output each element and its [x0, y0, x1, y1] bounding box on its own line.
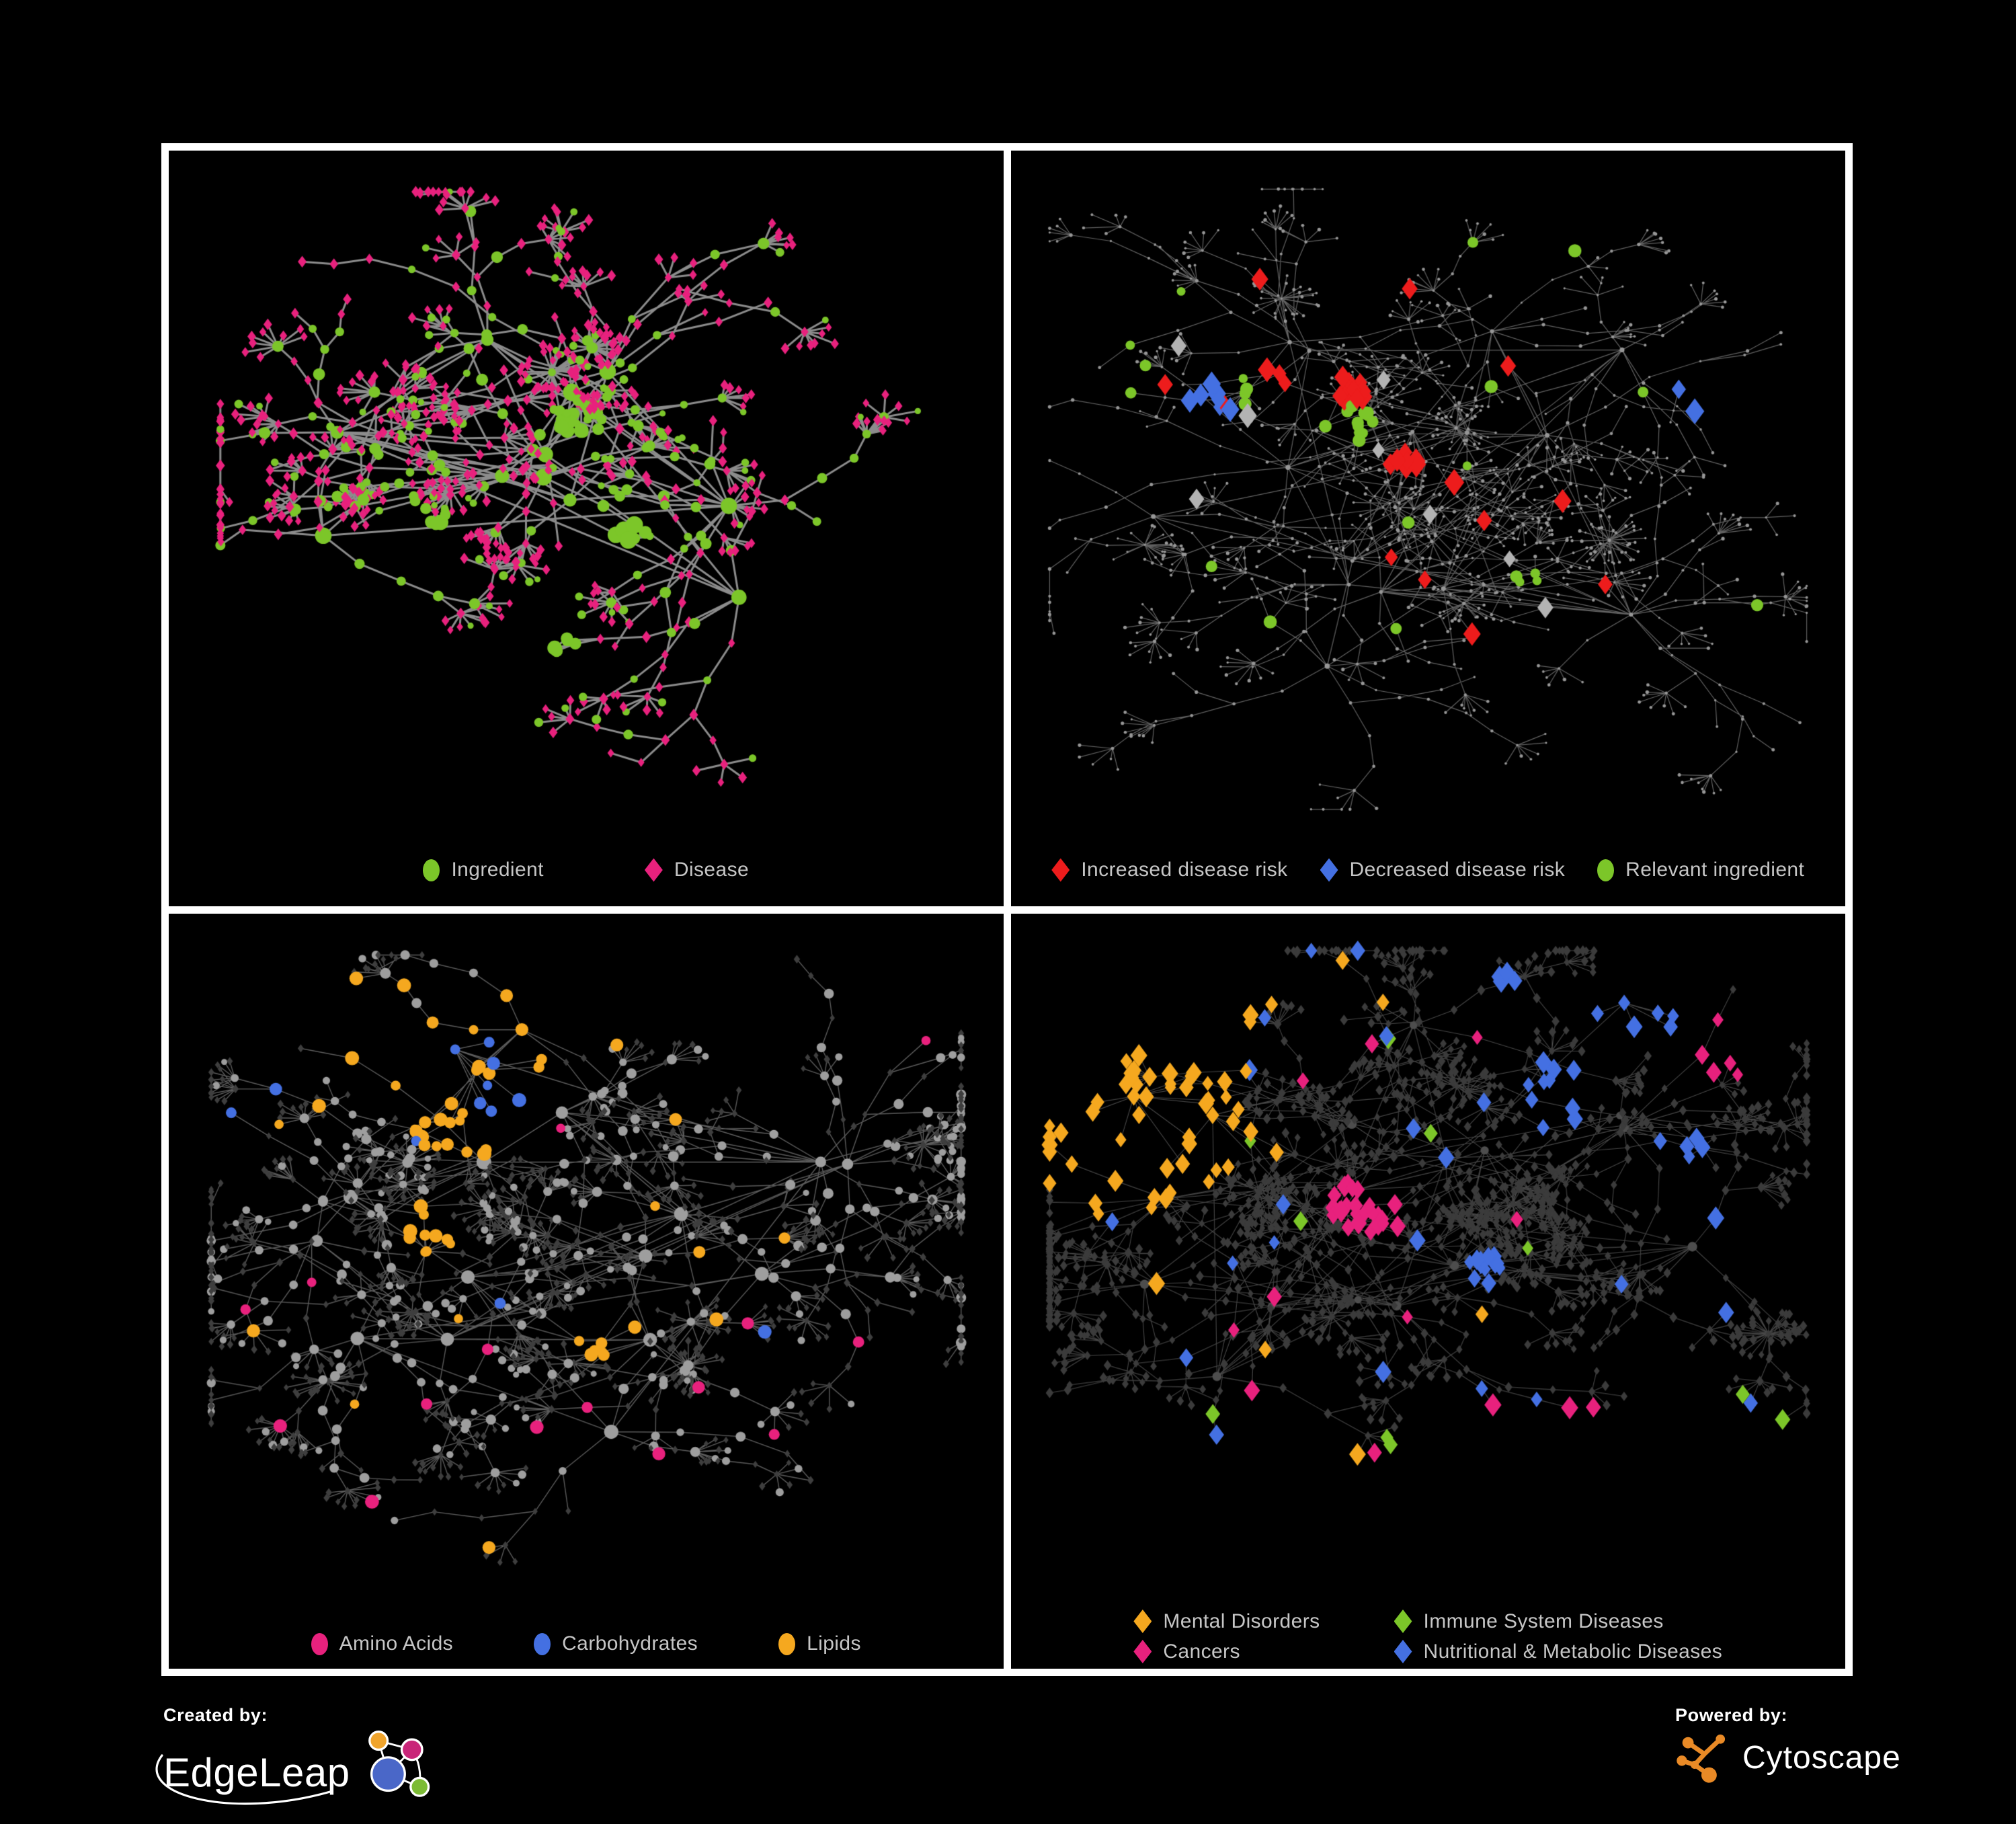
legend-label: Lipids — [807, 1632, 861, 1655]
legend-nutrient-classes: Amino Acids Carbohydrates Lipids — [169, 1632, 1004, 1655]
nutritional-metabolic-diseases-diamond-icon — [1394, 1640, 1412, 1663]
cytoscape-logo: Cytoscape — [1675, 1730, 1901, 1786]
legend-label: Immune System Diseases — [1423, 1610, 1664, 1632]
mental-disorders-diamond-icon — [1133, 1610, 1152, 1633]
legend-item-relevant-ingredient: Relevant ingredient — [1597, 859, 1804, 881]
legend-label: Ingredient — [451, 859, 544, 881]
legend-item-nutritional-metabolic-diseases: Nutritional & Metabolic Diseases — [1394, 1640, 1723, 1663]
relevant-ingredient-circle-icon — [1597, 859, 1615, 881]
edgeleap-logo: EdgeLeap — [155, 1731, 436, 1813]
lipids-circle-icon — [778, 1632, 796, 1655]
ingredient-disease-network-canvas — [169, 151, 1004, 906]
legend-label: Cancers — [1163, 1640, 1240, 1663]
cancers-diamond-icon — [1133, 1640, 1152, 1663]
legend-disease-classes: Mental Disorders Immune System Diseases … — [1133, 1610, 1722, 1663]
cytoscape-wordmark: Cytoscape — [1742, 1740, 1901, 1776]
legend-label: Mental Disorders — [1163, 1610, 1320, 1632]
ingredient-circle-icon — [423, 859, 440, 881]
disease-risk-network-canvas — [1010, 151, 1845, 906]
legend-label: Nutritional & Metabolic Diseases — [1423, 1640, 1723, 1663]
legend-label: Carbohydrates — [562, 1632, 698, 1655]
nutrient-class-network-canvas — [169, 913, 1004, 1669]
legend-item-mental-disorders: Mental Disorders — [1133, 1610, 1320, 1633]
panel-nutrient-class-network: Amino Acids Carbohydrates Lipids — [169, 913, 1004, 1669]
edgeleap-network-icon — [368, 1731, 430, 1797]
legend-ingredient-disease: Ingredient Disease — [169, 858, 1004, 882]
edgeleap-credit: Created by: EdgeLeap — [155, 1705, 436, 1813]
legend-label: Decreased disease risk — [1349, 859, 1566, 881]
panel-grid: Ingredient Disease Increased disease ris… — [161, 143, 1853, 1676]
panel-disease-class-network: Mental Disorders Immune System Diseases … — [1010, 913, 1845, 1669]
panel-disease-risk-network: Increased disease risk Decreased disease… — [1010, 151, 1846, 906]
legend-item-ingredient: Ingredient — [423, 859, 543, 881]
cytoscape-icon — [1677, 1734, 1726, 1783]
legend-label: Relevant ingredient — [1625, 859, 1805, 881]
disease-diamond-icon — [644, 858, 663, 882]
legend-item-disease: Disease — [644, 858, 750, 882]
edgeleap-wordmark: EdgeLeap — [163, 1750, 350, 1795]
panel-ingredient-disease-network: Ingredient Disease — [169, 151, 1004, 906]
legend-label: Increased disease risk — [1081, 859, 1288, 881]
cytoscape-credit: Powered by: Cytoscape — [1675, 1706, 1901, 1786]
powered-by-label: Powered by: — [1675, 1705, 1788, 1725]
created-by-label: Created by: — [163, 1705, 268, 1725]
carbohydrates-circle-icon — [534, 1632, 551, 1655]
disease-class-network-canvas — [1010, 913, 1845, 1669]
legend-label: Disease — [674, 859, 750, 881]
legend-item-immune-system-diseases: Immune System Diseases — [1394, 1610, 1723, 1633]
amino-acids-circle-icon — [311, 1632, 328, 1655]
legend-item-amino-acids: Amino Acids — [311, 1632, 453, 1655]
decreased-risk-diamond-icon — [1320, 858, 1338, 882]
legend-label: Amino Acids — [339, 1632, 454, 1655]
legend-item-cancers: Cancers — [1133, 1640, 1320, 1663]
legend-item-increased-risk: Increased disease risk — [1051, 858, 1288, 882]
footer: Created by: EdgeLeap Powered by: — [0, 1701, 2016, 1820]
legend-item-decreased-risk: Decreased disease risk — [1320, 858, 1566, 882]
increased-risk-diamond-icon — [1051, 858, 1070, 882]
legend-item-lipids: Lipids — [778, 1632, 861, 1655]
legend-disease-risk: Increased disease risk Decreased disease… — [1011, 858, 1846, 882]
immune-system-diseases-diamond-icon — [1394, 1610, 1412, 1633]
legend-item-carbohydrates: Carbohydrates — [534, 1632, 698, 1655]
